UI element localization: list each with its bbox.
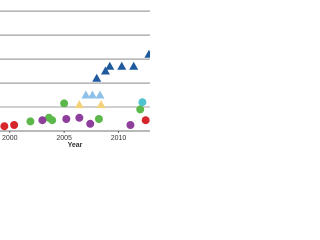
point	[117, 61, 127, 70]
chart: Year 2000 2005 2010	[0, 10, 150, 149]
point	[81, 90, 91, 99]
point	[129, 61, 139, 70]
point	[105, 61, 115, 70]
point	[0, 122, 9, 131]
x-tick-label: 2005	[56, 135, 72, 142]
point	[75, 113, 84, 122]
x-tick-label: 2010	[111, 135, 127, 142]
point	[100, 66, 110, 75]
point	[126, 121, 135, 130]
point	[86, 119, 95, 128]
point	[74, 100, 84, 109]
point	[95, 90, 105, 99]
point	[94, 115, 103, 124]
point	[60, 99, 69, 108]
point	[96, 100, 106, 109]
x-tick-label: 2000	[2, 135, 18, 142]
point	[48, 116, 57, 125]
point	[10, 121, 19, 130]
point	[87, 90, 97, 99]
point	[92, 73, 102, 82]
point	[141, 116, 150, 125]
x-axis-label: Year	[68, 142, 83, 149]
point	[26, 117, 35, 126]
point	[138, 98, 147, 107]
point	[144, 49, 150, 58]
point	[62, 115, 71, 124]
point	[38, 116, 47, 125]
point	[136, 105, 145, 114]
